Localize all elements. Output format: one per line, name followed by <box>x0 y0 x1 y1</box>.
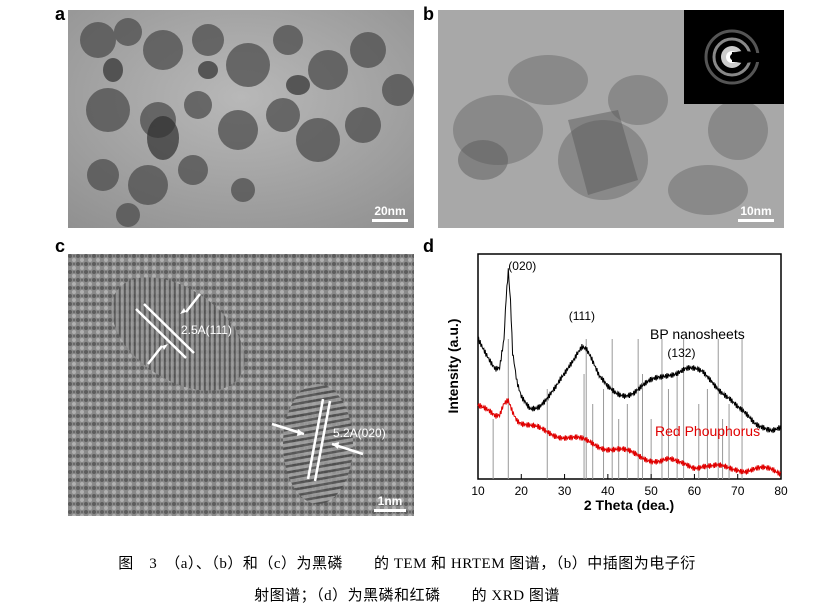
panel-c-letter: c <box>55 236 66 256</box>
x-tick-label: 70 <box>731 484 745 498</box>
diffraction-pattern-graphic <box>704 29 784 85</box>
panel-b-scale-label: 10nm <box>740 204 772 218</box>
panel-a-scale-bar-line <box>372 219 408 222</box>
panel-b-scalebar: 10nm <box>738 204 774 222</box>
panel-d-letter: d <box>423 236 434 256</box>
panel-c-scale-label: 1nm <box>377 494 403 508</box>
legend-bp-nanosheets: BP nanosheets <box>650 326 745 342</box>
saed-inset <box>684 10 784 104</box>
panel-c-scalebar: 1nm <box>374 494 406 512</box>
figure-caption-line-2: 射图谱；（d）为黑磷和红磷 的 XRD 图谱 <box>254 588 560 604</box>
panel-b-scale-bar-line <box>738 219 774 222</box>
lattice-spacing-020-label: 5.2A(020) <box>333 426 386 440</box>
x-tick-label: 80 <box>774 484 788 498</box>
figure-caption-line-1: 图 3 （a）、（b）和（c）为黑磷 的 TEM 和 HRTEM 图谱，（b）中… <box>118 556 696 572</box>
panel-a-scalebar: 20nm <box>372 204 408 222</box>
panel-a-scale-label: 20nm <box>374 204 406 218</box>
panel-b-hrtem-image: 10nm <box>438 10 784 228</box>
x-tick-label: 20 <box>515 484 529 498</box>
lattice-fringe-graphic: 2.5A(111) 5.2A(020) <box>68 254 414 516</box>
hrtem-particles-graphic <box>438 10 784 228</box>
panel-b-letter: b <box>423 4 434 24</box>
x-tick-label: 10 <box>471 484 485 498</box>
x-tick-label: 30 <box>558 484 572 498</box>
series-line-bp-nanosheets <box>477 268 782 434</box>
panel-a-letter: a <box>55 4 66 24</box>
peak-label: (111) <box>569 309 595 323</box>
panel-c-lattice-image: 2.5A(111) 5.2A(020) 1nm <box>68 254 414 516</box>
x-tick-label: 50 <box>644 484 658 498</box>
plot-area-frame <box>477 253 782 480</box>
tem-particles-graphic <box>68 10 414 228</box>
x-axis-label: 2 Theta (dea.) <box>584 497 674 513</box>
series-line-red-phosphorus <box>477 398 782 477</box>
peak-label: (020) <box>508 259 536 273</box>
x-tick-label: 60 <box>688 484 702 498</box>
legend-red-phosphorus: Red Phouphorus <box>655 423 760 439</box>
x-tick-label: 40 <box>601 484 615 498</box>
y-axis-label: Intensity (a.u.) <box>445 319 461 414</box>
xrd-chart: (020) (111) (132) 10 20 30 40 50 60 70 80 BP nano… <box>445 253 788 513</box>
panel-a-tem-image: 20nm <box>68 10 414 228</box>
peak-label: (132) <box>667 346 695 360</box>
panel-c-scale-bar-line <box>374 509 406 512</box>
lattice-spacing-111-label: 2.5A(111) <box>181 323 232 337</box>
